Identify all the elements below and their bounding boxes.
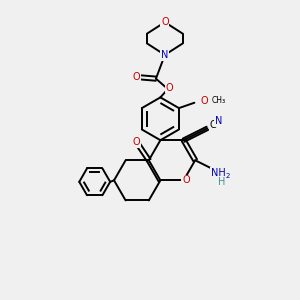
Text: O: O xyxy=(132,137,140,147)
Text: O: O xyxy=(166,82,173,93)
Text: H: H xyxy=(218,177,225,187)
Text: 2: 2 xyxy=(226,173,230,179)
Text: O: O xyxy=(182,175,190,185)
Text: NH: NH xyxy=(211,168,226,178)
Text: CH₃: CH₃ xyxy=(212,96,226,105)
Text: O: O xyxy=(161,17,169,27)
Text: N: N xyxy=(161,50,169,60)
Text: O: O xyxy=(200,96,208,106)
Text: O: O xyxy=(133,72,140,82)
Text: N: N xyxy=(215,116,222,126)
Text: C: C xyxy=(209,120,216,130)
